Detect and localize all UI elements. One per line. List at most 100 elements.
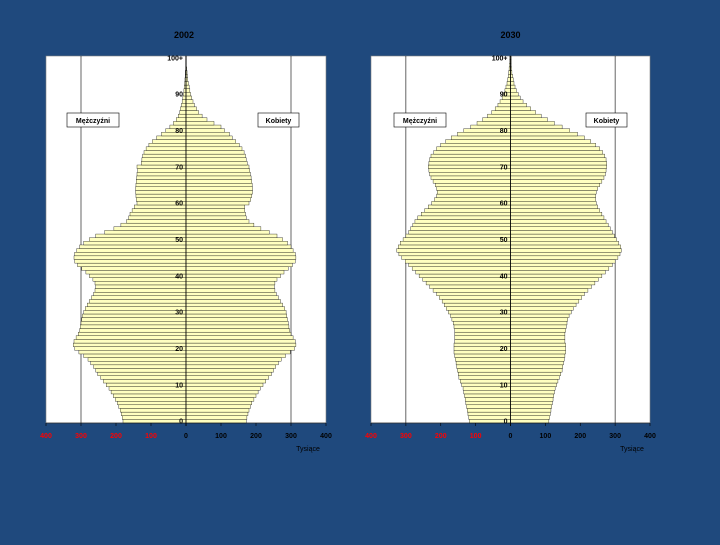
bar-male-age-73 <box>143 154 186 158</box>
chart-title: 2002 <box>174 30 194 40</box>
bar-male-age-88 <box>182 100 186 104</box>
bar-female-age-72 <box>511 158 607 162</box>
bar-female-age-15 <box>186 365 276 369</box>
bar-male-age-7 <box>113 394 186 398</box>
bar-male-age-57 <box>130 212 186 216</box>
bar-male-age-20 <box>75 347 186 351</box>
bar-male-age-8 <box>464 390 511 394</box>
bar-female-age-76 <box>186 143 239 147</box>
bar-female-age-23 <box>186 336 293 340</box>
bar-female-age-88 <box>511 100 524 104</box>
bar-female-age-7 <box>511 394 554 398</box>
bar-male-age-5 <box>117 401 186 405</box>
bar-female-age-83 <box>511 118 548 122</box>
bar-male-age-42 <box>82 267 186 271</box>
bar-male-age-1 <box>122 416 186 420</box>
bar-female-age-49 <box>511 241 619 245</box>
bar-male-age-64 <box>136 187 186 191</box>
age-tick-label: 90 <box>500 92 508 99</box>
age-tick-label: 100+ <box>492 55 508 62</box>
bar-male-age-89 <box>183 96 186 100</box>
bar-female-age-71 <box>511 161 607 165</box>
bar-male-age-84 <box>178 114 186 118</box>
bar-male-age-2 <box>468 412 511 416</box>
bar-female-age-36 <box>186 289 275 293</box>
bar-male-age-29 <box>82 314 186 318</box>
bar-female-age-48 <box>511 245 621 249</box>
bar-male-age-47 <box>77 249 186 253</box>
bar-female-age-26 <box>511 325 567 329</box>
bar-female-age-92 <box>511 85 516 89</box>
bar-male-age-25 <box>80 329 186 333</box>
bar-male-age-35 <box>94 292 186 296</box>
bar-female-age-51 <box>186 234 277 238</box>
bar-male-age-78 <box>157 136 186 140</box>
bar-male-age-45 <box>402 256 511 260</box>
bar-female-age-14 <box>511 368 563 372</box>
bar-male-age-4 <box>119 405 186 409</box>
bar-female-age-15 <box>511 365 563 369</box>
bar-female-age-50 <box>511 238 617 242</box>
bar-female-age-7 <box>186 394 256 398</box>
bar-female-age-33 <box>511 299 579 303</box>
bar-male-age-67 <box>137 176 186 180</box>
bar-female-age-5 <box>511 401 553 405</box>
bar-male-age-33 <box>89 299 186 303</box>
bar-male-age-83 <box>483 118 511 122</box>
age-tick-label: 70 <box>175 164 183 171</box>
bar-female-age-57 <box>186 212 246 216</box>
bar-female-age-16 <box>186 361 278 365</box>
bar-male-age-86 <box>495 107 510 111</box>
bar-male-age-54 <box>121 223 186 227</box>
legend-label-men: Mężczyźni <box>76 118 110 125</box>
bar-male-age-38 <box>426 281 510 285</box>
bar-male-age-46 <box>399 252 511 256</box>
x-tick-label: 300 <box>75 433 87 440</box>
bar-female-age-39 <box>186 278 277 282</box>
bar-female-age-48 <box>186 245 291 249</box>
bar-male-age-56 <box>418 216 511 220</box>
bar-male-age-48 <box>398 245 510 249</box>
bar-female-age-17 <box>511 358 565 362</box>
bar-female-age-27 <box>186 321 288 325</box>
bar-female-age-85 <box>511 111 536 115</box>
bar-male-age-3 <box>120 408 186 412</box>
bar-female-age-4 <box>511 405 552 409</box>
bar-male-age-28 <box>452 318 511 322</box>
bar-female-age-28 <box>186 318 288 322</box>
bar-female-age-37 <box>186 285 274 289</box>
bar-female-age-26 <box>186 325 289 329</box>
bar-male-age-73 <box>431 154 511 158</box>
bar-female-age-21 <box>186 343 296 347</box>
bar-female-age-81 <box>186 125 221 129</box>
bar-female-age-35 <box>186 292 276 296</box>
bar-female-age-32 <box>186 303 283 307</box>
bar-male-age-43 <box>409 263 511 267</box>
bar-male-age-17 <box>455 358 510 362</box>
bar-female-age-73 <box>186 154 246 158</box>
bar-male-age-86 <box>180 107 186 111</box>
x-tick-label: 0 <box>184 433 188 440</box>
bar-female-age-30 <box>511 310 572 314</box>
age-tick-label: 0 <box>504 419 508 426</box>
bar-female-age-59 <box>511 205 598 209</box>
bar-female-age-88 <box>186 100 193 104</box>
x-tick-label: 400 <box>40 433 52 440</box>
bar-female-age-74 <box>186 150 244 154</box>
bar-female-age-2 <box>511 412 551 416</box>
bar-female-age-28 <box>511 318 568 322</box>
bar-female-age-86 <box>186 107 197 111</box>
bar-male-age-33 <box>442 299 510 303</box>
bar-female-age-73 <box>511 154 605 158</box>
bar-female-age-24 <box>186 332 291 336</box>
bar-male-age-46 <box>75 252 186 256</box>
bar-male-age-72 <box>142 158 186 162</box>
bar-female-age-55 <box>511 220 607 224</box>
bar-male-age-77 <box>152 140 186 144</box>
bar-female-age-0 <box>511 419 549 423</box>
bar-female-age-56 <box>186 216 246 220</box>
bar-male-age-60 <box>432 201 511 205</box>
bar-male-age-6 <box>115 398 186 402</box>
bar-female-age-29 <box>511 314 570 318</box>
